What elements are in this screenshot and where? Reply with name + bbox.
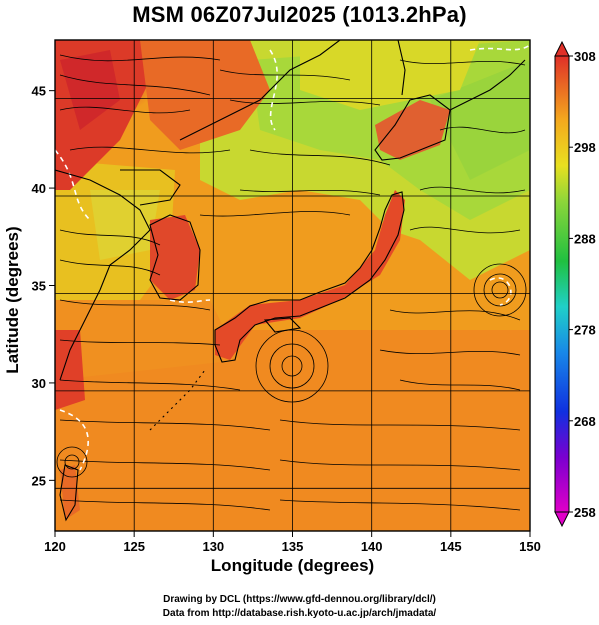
wind-streamlines	[56, 54, 527, 511]
isotherm-contours	[55, 44, 530, 471]
credit-data-source: Data from http://database.rish.kyoto-u.a…	[162, 608, 437, 619]
x-tick-label: 145	[440, 539, 462, 554]
x-tick-label: 125	[123, 539, 145, 554]
colorbar-label: 288	[574, 231, 596, 246]
y-tick-label: 45	[32, 84, 46, 99]
coastlines	[55, 40, 526, 522]
y-tick-label: 30	[32, 376, 46, 391]
colorbar-label: 308	[574, 49, 596, 64]
y-tick-label: 25	[32, 473, 46, 488]
colorbar-label: 268	[574, 414, 596, 429]
y-axis-label: Latitude (degrees)	[3, 226, 22, 374]
y-axis-ticks: 25 30 35 40 45	[32, 84, 55, 488]
x-tick-label: 140	[361, 539, 383, 554]
colorbar-label: 258	[574, 505, 596, 520]
x-tick-label: 130	[202, 539, 224, 554]
x-tick-label: 150	[519, 539, 541, 554]
x-tick-label: 120	[44, 539, 66, 554]
colorbar-label: 278	[574, 323, 596, 338]
credit-dcl: Drawing by DCL (https://www.gfd-dennou.o…	[163, 594, 436, 605]
grid-lines	[55, 40, 530, 531]
x-axis-ticks: 120 125 130 135 140 145 150	[44, 531, 541, 554]
y-tick-label: 35	[32, 279, 46, 294]
x-axis-label: Longitude (degrees)	[210, 556, 375, 575]
x-tick-label: 135	[282, 539, 304, 554]
map-title: MSM 06Z07Jul2025 (1013.2hPa)	[132, 2, 467, 27]
y-tick-label: 40	[32, 181, 46, 196]
colorbar-label: 298	[574, 140, 596, 155]
colorbar: 308 298 288 278 268 258	[554, 40, 596, 528]
